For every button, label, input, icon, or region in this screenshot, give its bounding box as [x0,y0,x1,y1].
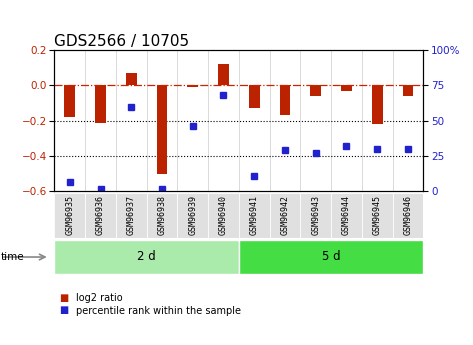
FancyBboxPatch shape [147,193,177,238]
Bar [341,86,352,91]
Text: GSM96943: GSM96943 [311,195,320,235]
Text: time: time [1,252,25,262]
FancyBboxPatch shape [300,193,331,238]
Bar [372,86,383,124]
Bar [95,86,106,122]
FancyBboxPatch shape [393,193,423,238]
FancyBboxPatch shape [239,240,423,274]
Text: percentile rank within the sample: percentile rank within the sample [76,306,241,315]
Text: GSM96937: GSM96937 [127,195,136,235]
FancyBboxPatch shape [362,193,393,238]
Text: GSM96941: GSM96941 [250,195,259,235]
FancyBboxPatch shape [116,193,147,238]
Text: GSM96944: GSM96944 [342,195,351,235]
Bar [249,86,260,108]
FancyBboxPatch shape [54,240,239,274]
Text: GSM96946: GSM96946 [403,195,412,235]
Text: GSM96940: GSM96940 [219,195,228,235]
Bar [280,86,290,116]
Text: GSM96945: GSM96945 [373,195,382,235]
Bar [126,73,137,86]
Text: GSM96942: GSM96942 [280,195,289,235]
FancyBboxPatch shape [239,193,270,238]
Text: ■: ■ [59,294,69,303]
FancyBboxPatch shape [177,193,208,238]
Text: GDS2566 / 10705: GDS2566 / 10705 [54,34,190,49]
Text: 5 d: 5 d [322,250,341,263]
FancyBboxPatch shape [54,193,85,238]
Text: 2 d: 2 d [137,250,156,263]
Bar [64,86,75,117]
Text: ■: ■ [59,306,69,315]
Bar [310,86,321,96]
FancyBboxPatch shape [85,193,116,238]
FancyBboxPatch shape [331,193,362,238]
Bar [218,64,229,86]
FancyBboxPatch shape [270,193,300,238]
Text: GSM96939: GSM96939 [188,195,197,235]
Text: log2 ratio: log2 ratio [76,294,123,303]
Text: GSM96938: GSM96938 [158,195,166,235]
Text: GSM96936: GSM96936 [96,195,105,235]
FancyBboxPatch shape [208,193,239,238]
Bar [157,86,167,174]
Bar [403,86,413,96]
Bar [187,86,198,87]
Text: GSM96935: GSM96935 [65,195,74,235]
